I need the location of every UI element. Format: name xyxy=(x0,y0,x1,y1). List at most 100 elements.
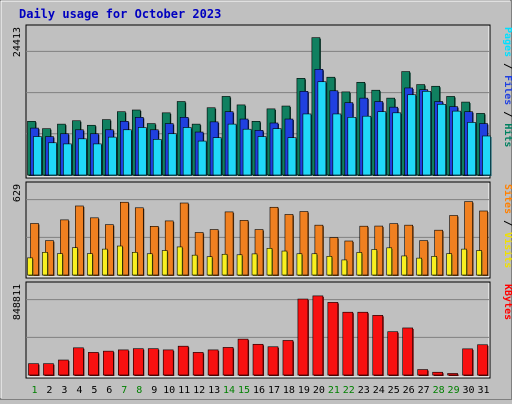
bar-visits-15 xyxy=(239,220,250,276)
ymax-label: 24413 xyxy=(12,27,23,57)
bar-kbytes-29 xyxy=(447,373,459,376)
bar-sites-19-face xyxy=(296,253,303,276)
bar-sites-7-face xyxy=(117,245,123,276)
bar-sites-12 xyxy=(191,254,199,276)
bar-sites-31-face xyxy=(476,250,482,276)
bar-kbytes-28 xyxy=(432,371,444,376)
bar-kbytes-20-face xyxy=(312,295,324,376)
bar-kbytes-2-face xyxy=(43,363,54,376)
bar-pages-24-face xyxy=(377,111,387,176)
bar-visits-9 xyxy=(149,226,160,276)
bar-visits-13 xyxy=(209,229,220,276)
bar-visits-13-face xyxy=(209,229,219,276)
bar-sites-28 xyxy=(431,256,438,276)
bar-visits-29-face xyxy=(449,215,458,276)
bar-pages-1-face xyxy=(33,136,42,176)
bar-visits-17 xyxy=(269,206,279,276)
bar-pages-4 xyxy=(78,138,88,176)
bar-pages-17 xyxy=(272,128,282,176)
bar-pages-10 xyxy=(167,133,178,176)
bar-kbytes-19-face xyxy=(297,298,309,376)
bar-sites-12-face xyxy=(191,254,198,276)
bar-visits-28 xyxy=(434,229,444,276)
bar-sites-5 xyxy=(87,253,94,276)
bar-kbytes-1 xyxy=(28,363,40,376)
bar-sites-9-face xyxy=(146,253,153,276)
bar-kbytes-8-face xyxy=(132,348,144,376)
bar-sites-18 xyxy=(281,250,288,276)
bar-sites-30-face xyxy=(461,248,467,276)
bar-pages-29 xyxy=(452,110,462,176)
bar-sites-3 xyxy=(57,253,64,276)
bar-pages-12-face xyxy=(197,140,207,176)
bar-kbytes-4-face xyxy=(73,347,84,376)
bar-sites-5-face xyxy=(87,253,93,276)
legend-part: Pages xyxy=(502,27,512,57)
bar-visits-11 xyxy=(179,202,190,276)
bar-kbytes-17 xyxy=(267,346,279,376)
day-label-29: 29 xyxy=(448,385,460,396)
bar-pages-12 xyxy=(197,140,208,176)
bar-sites-17 xyxy=(266,248,273,276)
bar-pages-20 xyxy=(317,81,327,176)
bar-visits-11-face xyxy=(179,202,189,276)
bar-pages-2 xyxy=(48,142,58,176)
bar-pages-5 xyxy=(93,143,103,176)
bar-pages-26-face xyxy=(407,94,416,176)
bar-pages-10-face xyxy=(167,133,177,176)
bar-kbytes-17-face xyxy=(267,346,279,376)
bar-sites-25-face xyxy=(386,247,393,276)
day-label-16: 16 xyxy=(253,385,265,396)
bar-visits-28-face xyxy=(434,229,443,276)
bar-sites-14-face xyxy=(221,253,228,276)
bar-visits-3-face xyxy=(60,219,69,276)
bar-kbytes-30-face xyxy=(462,348,473,376)
bar-visits-8 xyxy=(134,207,145,276)
bar-kbytes-24-face xyxy=(372,315,384,376)
bar-visits-20 xyxy=(314,224,324,276)
bar-pages-1 xyxy=(33,136,43,176)
bar-kbytes-24 xyxy=(372,315,384,376)
bar-kbytes-7 xyxy=(118,349,130,376)
bar-sites-24-face xyxy=(371,249,378,276)
legend-part: Sites xyxy=(502,184,512,214)
bar-pages-28 xyxy=(437,104,447,176)
bar-pages-16-face xyxy=(257,136,267,176)
bar-sites-19 xyxy=(296,253,303,276)
bar-kbytes-6 xyxy=(103,350,115,376)
bar-pages-7-face xyxy=(123,129,132,176)
bar-pages-27-face xyxy=(422,91,431,176)
bar-sites-7 xyxy=(117,245,124,276)
bar-pages-19 xyxy=(302,113,312,176)
bar-visits-27 xyxy=(419,240,429,276)
bar-pages-28-face xyxy=(437,104,446,176)
panel-kbytes: 848811 KBytes xyxy=(12,281,512,379)
bar-pages-21-face xyxy=(332,113,342,176)
bar-visits-26 xyxy=(404,224,414,276)
bar-kbytes-3-face xyxy=(58,359,69,376)
day-label-17: 17 xyxy=(268,385,280,396)
bar-kbytes-21 xyxy=(327,302,339,376)
bar-kbytes-16 xyxy=(252,343,265,376)
bar-sites-20 xyxy=(311,253,318,276)
bar-sites-22-face xyxy=(341,259,348,276)
day-label-7: 7 xyxy=(121,385,127,396)
bar-kbytes-18-face xyxy=(282,340,294,376)
bar-pages-25 xyxy=(392,112,402,176)
bar-pages-31-face xyxy=(482,135,491,176)
bar-sites-6 xyxy=(102,248,109,276)
bar-kbytes-4 xyxy=(73,347,85,376)
bar-kbytes-20 xyxy=(312,295,324,376)
bar-pages-22 xyxy=(347,117,357,176)
bar-pages-27 xyxy=(422,91,432,176)
series-legend: Pages / Files / Hits xyxy=(502,27,512,147)
bar-sites-15 xyxy=(236,254,244,276)
bar-kbytes-11-face xyxy=(177,345,189,376)
bar-sites-26-face xyxy=(401,255,407,276)
bar-sites-23 xyxy=(356,252,363,276)
day-label-10: 10 xyxy=(163,385,175,396)
day-label-12: 12 xyxy=(193,385,205,396)
bar-visits-30-face xyxy=(464,201,473,276)
bar-kbytes-5 xyxy=(88,352,100,376)
bar-sites-28-face xyxy=(431,256,437,276)
